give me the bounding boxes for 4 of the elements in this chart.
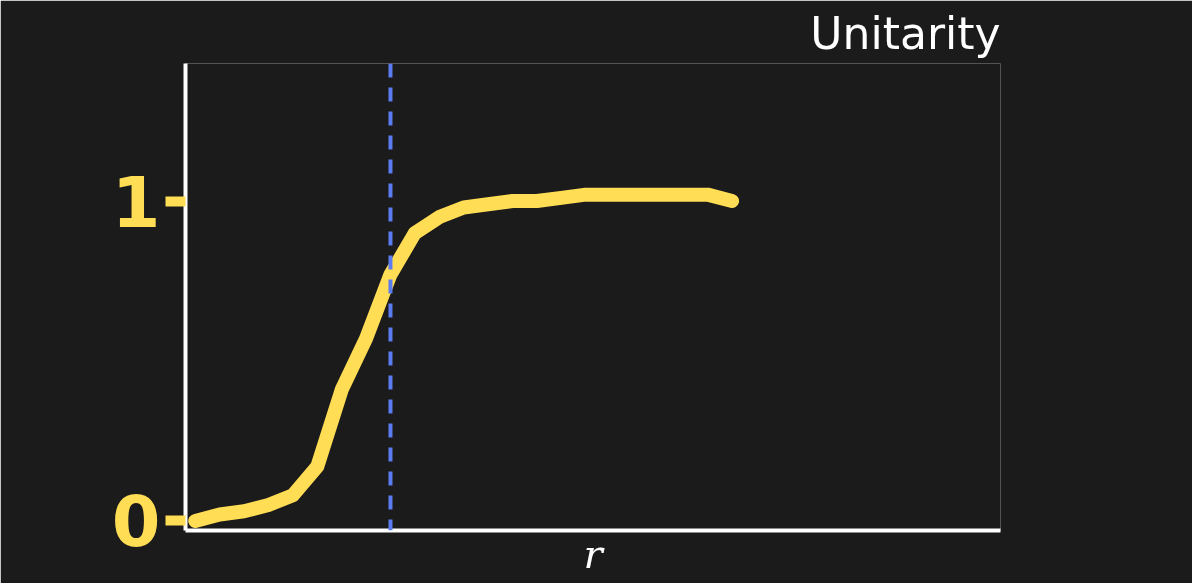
text: Unitarity bbox=[810, 7, 1001, 59]
x-axis-title: r bbox=[583, 530, 606, 577]
y-tick-label: 0 bbox=[111, 481, 161, 564]
y-tick-label: 1 bbox=[111, 161, 161, 244]
